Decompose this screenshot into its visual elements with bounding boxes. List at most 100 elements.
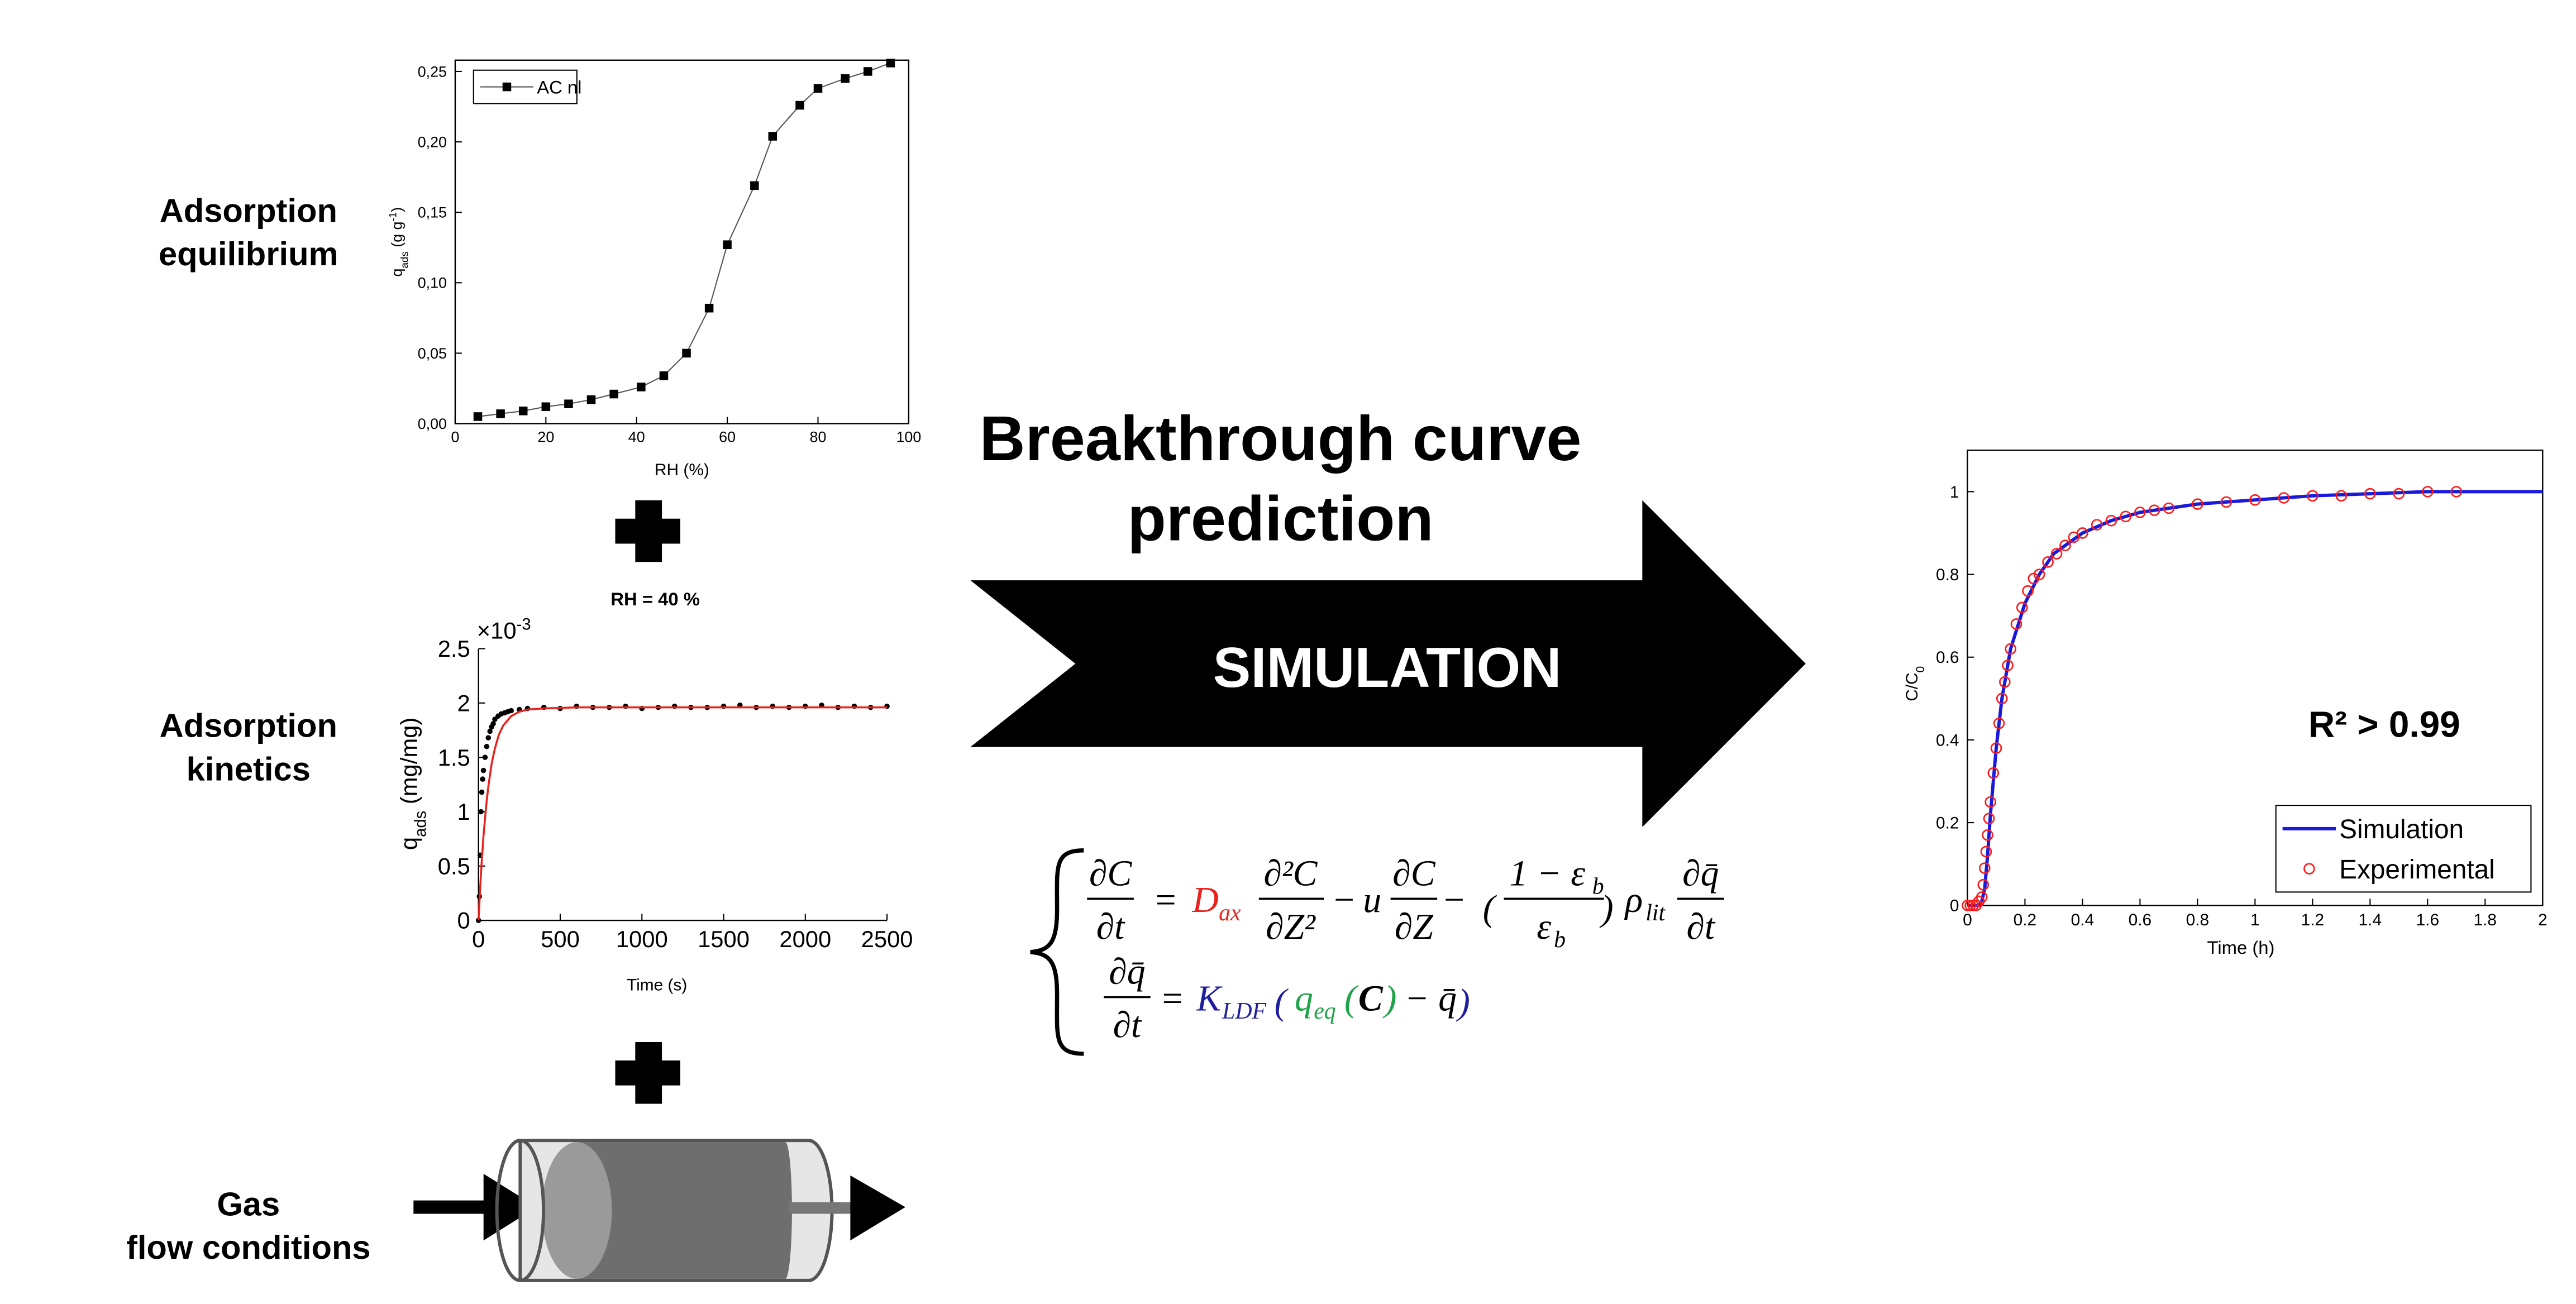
data-marker (2134, 507, 2146, 518)
data-marker (2022, 585, 2034, 597)
eq-token: − (1442, 880, 1466, 920)
data-marker (1976, 891, 1988, 903)
eq-token: lit (1645, 900, 1666, 926)
data-line (477, 706, 888, 921)
data-marker (1985, 796, 1996, 808)
eq-token: b (1592, 873, 1604, 899)
eq-token: ∂q̄ (1109, 952, 1145, 992)
y-tick-label: 0,05 (418, 345, 447, 362)
y-axis-label-part: (g g (388, 221, 405, 251)
data-marker (1990, 742, 2002, 754)
eq-token: LDF (1222, 999, 1266, 1024)
axis-multiplier: ×10-3 (477, 616, 531, 644)
x-axis-label: Time (h) (2207, 937, 2275, 958)
eq-token: ) (1599, 888, 1614, 929)
data-marker (541, 402, 551, 412)
y-axis-label: qads (mg/mg) (395, 718, 430, 851)
data-marker (637, 383, 646, 391)
eq-token: ∂Z² (1266, 906, 1316, 947)
data-marker (1962, 899, 1973, 911)
x-tick-label: 60 (719, 428, 736, 445)
y-tick-label: 2.5 (438, 636, 470, 662)
x-tick-label: 0.6 (2129, 911, 2152, 929)
data-marker (2016, 601, 2028, 614)
y-axis-label-part: q (388, 269, 405, 277)
data-marker (502, 82, 512, 92)
data-marker (2163, 502, 2175, 514)
x-tick-label: 2 (2538, 911, 2548, 929)
eq-token: − q̄ (1404, 978, 1457, 1019)
eq-token: D (1192, 880, 1219, 920)
eq-token: ) (1456, 981, 1470, 1022)
data-marker (479, 789, 485, 795)
arrow-label: SIMULATION (1213, 636, 1562, 699)
y-axis-label-part: q (395, 837, 422, 850)
y-tick-label: 1 (457, 799, 470, 825)
data-marker (508, 708, 514, 714)
y-axis-label-part: ) (388, 207, 405, 212)
x-tick-label: 0 (472, 926, 485, 952)
data-marker (496, 409, 505, 418)
data-marker (2033, 569, 2045, 580)
data-marker (484, 743, 490, 749)
eq-token: ∂q̄ (1682, 853, 1719, 894)
eq-token: ∂t (1113, 1005, 1142, 1045)
data-marker (2249, 494, 2261, 506)
data-marker (1983, 813, 1995, 824)
section-label: Gas (217, 1185, 280, 1222)
column-icon (413, 1139, 905, 1282)
process-arrow (970, 500, 1806, 827)
data-line (478, 62, 891, 417)
data-marker (2220, 496, 2232, 508)
data-marker (659, 371, 669, 380)
x-tick-label: 20 (537, 428, 554, 445)
y-tick-label: 0,00 (418, 415, 447, 432)
plot-frame (454, 59, 910, 424)
y-tick-label: 0,10 (418, 275, 447, 292)
data-marker (1999, 676, 2011, 688)
arrow-title: Breakthrough curve (980, 403, 1582, 474)
data-marker (813, 84, 823, 93)
eq-token: ε (1537, 906, 1551, 947)
data-marker (2105, 514, 2117, 527)
legend-label: AC nl (537, 77, 581, 97)
data-marker (1987, 767, 2000, 779)
y-tick-label: 0.6 (1936, 648, 1959, 667)
section-label: Adsorption (160, 192, 337, 229)
data-marker (2091, 519, 2103, 531)
data-marker (682, 348, 691, 358)
eq-token: C (1358, 978, 1384, 1019)
data-marker (841, 74, 850, 83)
chart: 0 500 1000 1500 2000 2500 0 0.5 1 1.5 2 2.5 Time (s)… (395, 616, 913, 995)
eq-token: eq (1314, 999, 1335, 1024)
data-marker (1993, 717, 2005, 729)
data-marker (490, 721, 496, 727)
section-label: kinetics (187, 750, 311, 787)
y-tick-label: 0 (1950, 897, 1959, 915)
x-tick-label: 500 (541, 926, 580, 952)
data-marker (2028, 572, 2040, 585)
data-marker (864, 67, 872, 76)
annotation: R² > 0.99 (2308, 704, 2460, 745)
arrow-title: prediction (1127, 483, 1433, 554)
eq-token: ( (1275, 981, 1289, 1022)
data-marker (2422, 486, 2434, 498)
eq-token: u (1363, 880, 1381, 920)
x-tick-label: 0 (451, 428, 459, 445)
data-marker (886, 59, 895, 68)
data-marker (768, 132, 777, 141)
eq-token: ∂t (1686, 906, 1715, 947)
y-tick-label: 1.5 (438, 744, 470, 771)
plus-icon (615, 1042, 680, 1104)
data-marker (1982, 829, 1993, 841)
data-marker (2393, 488, 2405, 500)
data-marker (480, 767, 486, 773)
data-marker (2192, 498, 2203, 510)
x-tick-label: 1500 (698, 926, 750, 952)
x-tick-label: 1.6 (2416, 911, 2440, 929)
y-axis-label-part: ads (398, 251, 410, 268)
y-tick-label: 0.4 (1936, 731, 1959, 749)
y-tick-label: 0.5 (438, 853, 470, 879)
legend-box (2275, 805, 2532, 893)
condition-label: RH = 40 % (610, 589, 700, 609)
